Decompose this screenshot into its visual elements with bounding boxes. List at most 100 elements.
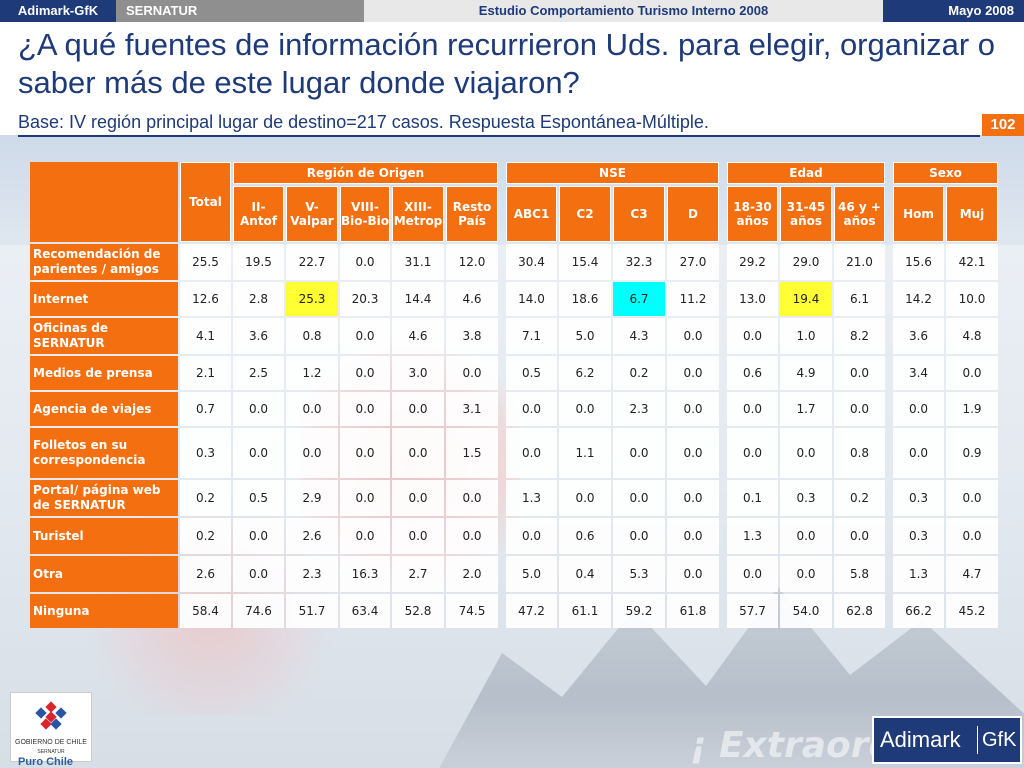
table-cell: 4.6 [392,318,444,354]
table-cell: 30.4 [506,244,557,280]
table-cell: 3.8 [446,318,498,354]
table-cell: 1.3 [727,518,778,554]
table-cell: 7.1 [506,318,557,354]
header-nse-col: C3 [613,186,665,242]
header-region-col-line1: VIII- [351,200,379,214]
gobierno-de-chile-logo: GOBIERNO DE CHILE SERNATUR [10,692,92,762]
table-cell: 1.0 [780,318,832,354]
table-cell: 0.0 [834,518,885,554]
table-cell: 1.9 [946,392,998,426]
table-cell: 8.2 [834,318,885,354]
table-cell: 0.0 [613,428,665,478]
table-cell: 5.3 [613,556,665,592]
table-cell: 54.0 [780,594,832,628]
table-cell: 4.3 [613,318,665,354]
header-region-origen: Región de Origen [233,162,498,184]
table-cell: 0.0 [559,480,611,516]
table-cell: 0.3 [893,518,944,554]
header-sexo-col: Muj [946,186,998,242]
table-cell: 61.1 [559,594,611,628]
table-cell: 2.6 [180,556,231,592]
table-cell: 0.0 [340,244,390,280]
row-label: Oficinas de SERNATUR [30,318,178,354]
table-cell: 12.6 [180,282,231,316]
table-cell: 0.0 [392,480,444,516]
table-cell: 5.0 [506,556,557,592]
table-cell: 0.0 [667,392,719,426]
header-sexo-col: Hom [893,186,944,242]
page-subtitle: Base: IV región principal lugar de desti… [18,112,709,132]
table-cell: 58.4 [180,594,231,628]
row-label: Ninguna [30,594,178,628]
table-cell: 62.8 [834,594,885,628]
table-cell: 0.7 [180,392,231,426]
table-cell: 0.1 [727,480,778,516]
header-edad-col-line1: 18-30 [733,200,772,214]
table-cell: 0.0 [727,556,778,592]
table-cell: 14.4 [392,282,444,316]
header-edad-col-line1: 46 y + [838,200,881,214]
header-region-col: II- Antof [233,186,284,242]
header-region-col-line2: Bio-Bio [341,214,389,228]
row-label: Recomendación de parientes / amigos [30,244,178,280]
header-region-col-line1: Resto [452,200,492,214]
table-cell: 0.5 [506,356,557,390]
table-cell: 15.6 [893,244,944,280]
table-cell: 0.0 [392,392,444,426]
table-cell: 13.0 [727,282,778,316]
table-cell: 0.0 [446,518,498,554]
table-row: Ninguna 58.4 74.6 51.7 63.4 52.8 74.5 47.2 61.1 5… [30,594,998,628]
table-cell: 20.3 [340,282,390,316]
table-cell: 19.4 [780,282,832,316]
puro-chile-label: Puro Chile [18,756,74,768]
table-row: Agencia de viajes 0.7 0.0 0.0 0.0 0.0 3.1 0.0 0.… [30,392,998,426]
table-cell: 16.3 [340,556,390,592]
table-cell: 0.8 [286,318,338,354]
table-cell: 63.4 [340,594,390,628]
table-cell: 2.1 [180,356,231,390]
header-edad-col-line2: años [843,214,876,228]
table-cell: 29.0 [780,244,832,280]
table-cell: 51.7 [286,594,338,628]
table-cell: 0.6 [727,356,778,390]
table-cell: 3.1 [446,392,498,426]
table-cell: 2.7 [392,556,444,592]
table-cell: 29.2 [727,244,778,280]
gobierno-label: GOBIERNO DE CHILE [15,739,87,746]
table-cell: 0.2 [834,480,885,516]
table-cell: 1.5 [446,428,498,478]
table-cell: 0.0 [233,392,284,426]
table-cell: 0.4 [559,556,611,592]
table-cell: 18.6 [559,282,611,316]
table-cell: 2.3 [286,556,338,592]
table-cell: 0.0 [727,318,778,354]
table-row: Oficinas de SERNATUR 4.1 3.6 0.8 0.0 4.6 3.8 7.… [30,318,998,354]
table-cell: 4.9 [780,356,832,390]
table-cell: 2.6 [286,518,338,554]
table-cell: 0.6 [559,518,611,554]
table-row: Recomendación de parientes / amigos 25.5 1… [30,244,998,280]
table-cell: 32.3 [613,244,665,280]
table-cell: 52.8 [392,594,444,628]
table-cell: 0.0 [667,356,719,390]
table-cell: 0.0 [340,392,390,426]
table-cell: 0.3 [893,480,944,516]
table-cell: 3.4 [893,356,944,390]
table-cell: 6.1 [834,282,885,316]
table-cell: 0.0 [340,318,390,354]
table-cell: 0.0 [834,356,885,390]
table-cell: 0.0 [392,518,444,554]
table-cell: 0.0 [780,428,832,478]
page-title: ¿A qué fuentes de información recurriero… [18,27,996,100]
table-corner [30,162,178,242]
table-cell: 0.0 [667,428,719,478]
header-region-col: XIII- Metrop [392,186,444,242]
table-cell: 0.3 [180,428,231,478]
table-row: Medios de prensa 2.1 2.5 1.2 0.0 3.0 0.0 0.5 6.2… [30,356,998,390]
row-label: Portal/ página web de SERNATUR [30,480,178,516]
header-edad-col: 18-30 años [727,186,778,242]
table-cell: 0.0 [613,480,665,516]
table-row: Otra 2.6 0.0 2.3 16.3 2.7 2.0 5.0 0.4 5.3 0.0 0.0 0.… [30,556,998,592]
report-date: Mayo 2008 [883,0,1024,22]
page-number-badge: 102 [982,114,1024,136]
